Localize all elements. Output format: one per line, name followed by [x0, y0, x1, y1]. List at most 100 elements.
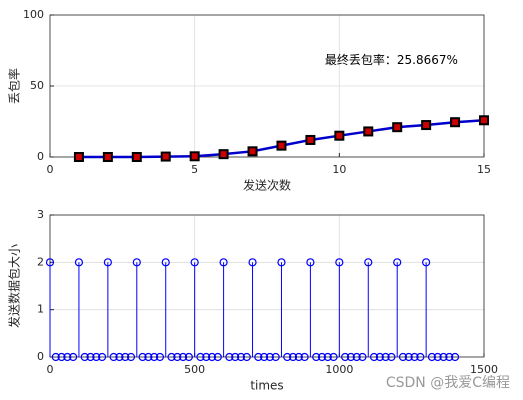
- stem-marker: [369, 352, 379, 362]
- data-marker: [131, 152, 142, 162]
- data-marker: [189, 151, 200, 162]
- stem-marker: [341, 352, 350, 362]
- stem-marker: [422, 258, 431, 267]
- y-tick-label: 100: [23, 8, 44, 21]
- x-tick-label: 0: [47, 163, 54, 176]
- data-marker: [247, 146, 258, 157]
- data-marker: [276, 140, 287, 151]
- stem-marker: [109, 352, 118, 362]
- stem-marker: [97, 352, 107, 362]
- stem-marker: [155, 352, 165, 362]
- y-tick-label: 50: [30, 79, 44, 92]
- data-marker: [421, 120, 432, 131]
- stem-marker: [381, 352, 390, 362]
- stem-marker: [167, 352, 176, 362]
- stem-marker: [416, 352, 425, 362]
- stem-marker: [57, 352, 66, 362]
- stem-marker: [433, 352, 442, 362]
- stem-marker: [92, 352, 101, 362]
- y-tick-label: 0: [37, 150, 44, 163]
- y-tick-label: 1: [37, 303, 44, 316]
- stem-marker: [248, 258, 257, 267]
- stem-marker: [138, 352, 147, 362]
- stem-marker: [225, 352, 234, 362]
- stem-marker: [80, 352, 89, 362]
- stem-marker: [63, 352, 72, 362]
- stem-marker: [260, 352, 269, 362]
- stem-marker: [132, 258, 141, 267]
- data-marker: [479, 115, 489, 126]
- stem-marker: [445, 352, 454, 362]
- stem-marker: [231, 352, 240, 362]
- stem-marker: [202, 352, 211, 362]
- stem-marker: [306, 258, 315, 267]
- y-tick-label: 0: [37, 350, 44, 363]
- stem-marker: [190, 258, 199, 267]
- stem-marker: [150, 352, 159, 362]
- x-tick-label: 10: [332, 163, 346, 176]
- stem-marker: [283, 352, 292, 362]
- x-tick-label: 15: [477, 163, 491, 176]
- stem-marker: [300, 352, 309, 362]
- x-tick-label: 1000: [325, 363, 353, 376]
- stem-marker: [346, 352, 356, 362]
- data-marker: [392, 122, 403, 133]
- stem-marker: [335, 258, 344, 267]
- stem-marker: [196, 352, 205, 362]
- watermark: CSDN @我爱C编程: [386, 375, 510, 391]
- stem-marker: [375, 352, 384, 362]
- stem-marker: [213, 352, 222, 362]
- data-marker: [305, 134, 316, 145]
- stem-marker: [265, 352, 274, 362]
- x-axis-label: times: [250, 379, 283, 393]
- stem-marker: [173, 352, 182, 362]
- stem-marker: [126, 352, 136, 362]
- stem-marker: [358, 352, 367, 362]
- stem-marker: [393, 258, 402, 267]
- stem-marker: [387, 352, 396, 362]
- stem-marker: [236, 352, 246, 362]
- stem-marker: [410, 352, 419, 362]
- stem-marker: [427, 352, 437, 362]
- stem-marker: [404, 352, 413, 362]
- data-marker: [160, 151, 171, 162]
- stem-marker: [115, 352, 124, 362]
- stem-marker: [450, 352, 460, 362]
- y-tick-label: 3: [37, 208, 44, 221]
- data-marker: [363, 126, 374, 137]
- stem-marker: [161, 258, 170, 267]
- stem-marker: [103, 258, 112, 267]
- stem-marker: [329, 352, 338, 362]
- stem-marker: [51, 352, 60, 362]
- x-axis-label: 发送次数: [243, 178, 291, 193]
- stem-marker: [398, 352, 408, 362]
- stem-marker: [271, 352, 280, 362]
- stem-marker: [242, 352, 251, 362]
- stem-marker: [288, 352, 298, 362]
- stem-marker: [312, 352, 321, 362]
- stem-marker: [86, 352, 95, 362]
- stem-marker: [323, 352, 332, 362]
- stem-marker: [219, 258, 228, 267]
- data-marker: [334, 130, 345, 141]
- stem-marker: [364, 258, 373, 267]
- stem-marker: [207, 352, 217, 362]
- y-axis-label: 发送数据包大小: [7, 244, 22, 328]
- stem-marker: [294, 352, 303, 362]
- stem-marker: [352, 352, 361, 362]
- stem-marker: [121, 352, 130, 362]
- stem-marker: [178, 352, 188, 362]
- plot-area: [50, 215, 484, 357]
- x-tick-label: 0: [47, 363, 54, 376]
- y-tick-label: 2: [37, 255, 44, 268]
- stem-marker: [74, 258, 84, 267]
- stem-marker: [439, 352, 448, 362]
- stem-marker: [184, 352, 193, 362]
- y-axis-label: 丢包率: [7, 68, 22, 104]
- annotation: 最终丢包率：25.8667%: [325, 52, 458, 67]
- data-marker: [73, 152, 84, 162]
- stem-marker: [45, 258, 55, 267]
- data-marker: [218, 149, 229, 160]
- stem-marker: [144, 352, 153, 362]
